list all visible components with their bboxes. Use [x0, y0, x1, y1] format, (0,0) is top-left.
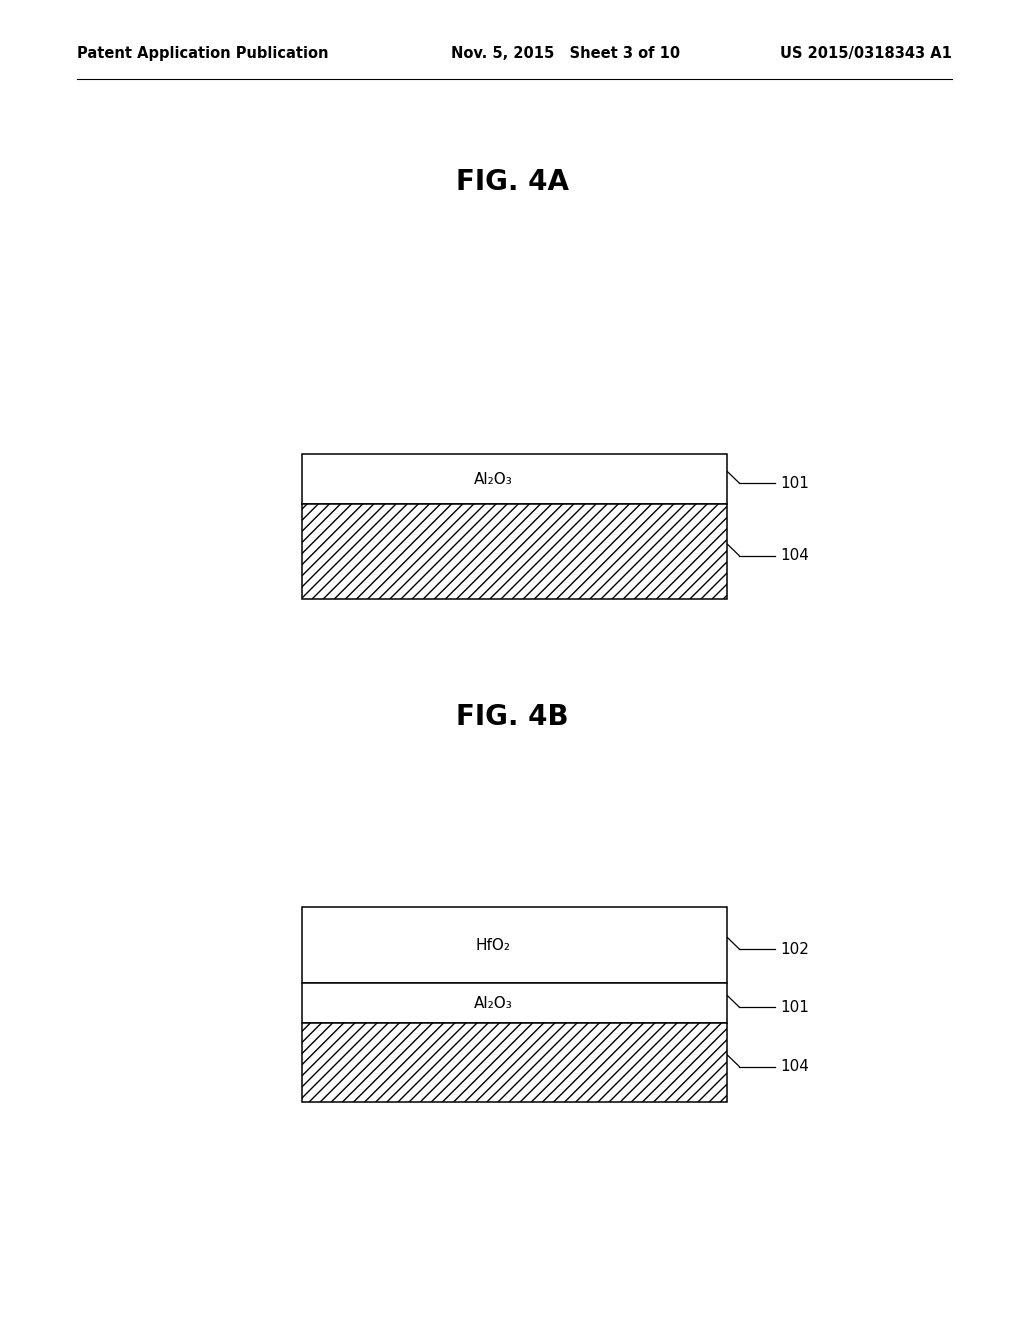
Text: FIG. 4A: FIG. 4A — [456, 168, 568, 197]
Text: Nov. 5, 2015   Sheet 3 of 10: Nov. 5, 2015 Sheet 3 of 10 — [451, 46, 680, 61]
Text: 101: 101 — [780, 999, 809, 1015]
Text: HfO₂: HfO₂ — [476, 937, 511, 953]
Bar — [302, 983, 727, 1023]
Text: 104: 104 — [780, 1059, 809, 1074]
Text: FIG. 4B: FIG. 4B — [456, 702, 568, 731]
Text: US 2015/0318343 A1: US 2015/0318343 A1 — [780, 46, 952, 61]
Bar — [302, 1023, 727, 1102]
Bar — [302, 454, 727, 504]
Text: 102: 102 — [780, 941, 809, 957]
Text: Al₂O₃: Al₂O₃ — [474, 995, 513, 1011]
Text: Patent Application Publication: Patent Application Publication — [77, 46, 329, 61]
Text: 101: 101 — [780, 475, 809, 491]
Bar — [302, 504, 727, 599]
Bar — [302, 907, 727, 983]
Text: 104: 104 — [780, 548, 809, 564]
Text: Al₂O₃: Al₂O₃ — [474, 471, 513, 487]
